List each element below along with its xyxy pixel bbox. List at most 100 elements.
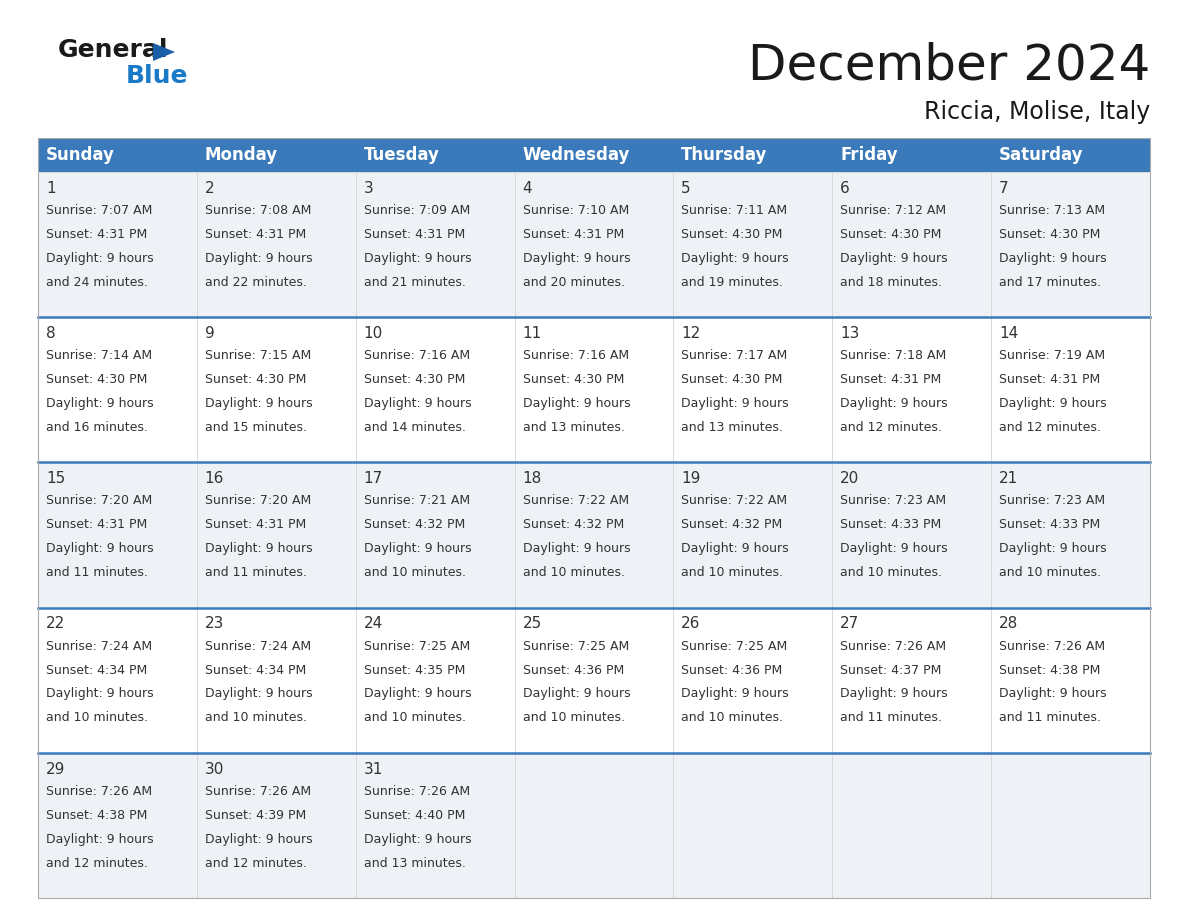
Text: Sunrise: 7:26 AM: Sunrise: 7:26 AM: [204, 785, 311, 798]
Bar: [197, 172, 355, 318]
Text: Sunset: 4:31 PM: Sunset: 4:31 PM: [204, 519, 307, 532]
Bar: [355, 463, 514, 608]
Text: Sunset: 4:35 PM: Sunset: 4:35 PM: [364, 664, 465, 677]
Text: 12: 12: [682, 326, 701, 341]
Text: Sunrise: 7:10 AM: Sunrise: 7:10 AM: [523, 204, 628, 217]
Text: Daylight: 9 hours: Daylight: 9 hours: [999, 543, 1107, 555]
Text: 21: 21: [999, 471, 1018, 487]
Text: Daylight: 9 hours: Daylight: 9 hours: [523, 252, 630, 265]
Bar: [674, 172, 833, 318]
Text: and 10 minutes.: and 10 minutes.: [999, 566, 1101, 579]
Bar: [674, 608, 833, 753]
Text: Daylight: 9 hours: Daylight: 9 hours: [364, 397, 472, 410]
Text: Wednesday: Wednesday: [523, 146, 630, 164]
Text: and 13 minutes.: and 13 minutes.: [523, 421, 625, 434]
Text: Daylight: 9 hours: Daylight: 9 hours: [523, 688, 630, 700]
Text: Daylight: 9 hours: Daylight: 9 hours: [46, 397, 153, 410]
Text: Sunset: 4:30 PM: Sunset: 4:30 PM: [364, 373, 465, 386]
Text: Sunset: 4:34 PM: Sunset: 4:34 PM: [204, 664, 307, 677]
Bar: [514, 138, 674, 172]
Text: and 11 minutes.: and 11 minutes.: [46, 566, 147, 579]
Bar: [674, 318, 833, 463]
Text: Sunset: 4:32 PM: Sunset: 4:32 PM: [682, 519, 783, 532]
Text: 24: 24: [364, 616, 383, 632]
Text: Daylight: 9 hours: Daylight: 9 hours: [840, 543, 948, 555]
Text: and 10 minutes.: and 10 minutes.: [364, 711, 466, 724]
Bar: [514, 318, 674, 463]
Text: Daylight: 9 hours: Daylight: 9 hours: [523, 543, 630, 555]
Text: and 10 minutes.: and 10 minutes.: [682, 711, 783, 724]
Bar: [38, 172, 197, 318]
Bar: [355, 608, 514, 753]
Bar: [514, 172, 674, 318]
Bar: [197, 318, 355, 463]
Text: and 11 minutes.: and 11 minutes.: [204, 566, 307, 579]
Bar: [991, 138, 1150, 172]
Text: Daylight: 9 hours: Daylight: 9 hours: [204, 833, 312, 845]
Text: Sunset: 4:37 PM: Sunset: 4:37 PM: [840, 664, 942, 677]
Text: 6: 6: [840, 181, 849, 196]
Text: 23: 23: [204, 616, 225, 632]
Text: Sunrise: 7:25 AM: Sunrise: 7:25 AM: [682, 640, 788, 653]
Bar: [833, 138, 991, 172]
Bar: [197, 138, 355, 172]
Text: Daylight: 9 hours: Daylight: 9 hours: [364, 252, 472, 265]
Text: 3: 3: [364, 181, 373, 196]
Text: Monday: Monday: [204, 146, 278, 164]
Text: 2: 2: [204, 181, 214, 196]
Text: Sunset: 4:30 PM: Sunset: 4:30 PM: [682, 373, 783, 386]
Text: Sunrise: 7:20 AM: Sunrise: 7:20 AM: [46, 495, 152, 508]
Text: Sunrise: 7:22 AM: Sunrise: 7:22 AM: [682, 495, 788, 508]
Text: and 21 minutes.: and 21 minutes.: [364, 275, 466, 289]
Text: 30: 30: [204, 762, 225, 777]
Text: 16: 16: [204, 471, 225, 487]
Text: Daylight: 9 hours: Daylight: 9 hours: [364, 543, 472, 555]
Text: Daylight: 9 hours: Daylight: 9 hours: [840, 397, 948, 410]
Bar: [197, 753, 355, 898]
Text: Daylight: 9 hours: Daylight: 9 hours: [999, 252, 1107, 265]
Text: 15: 15: [46, 471, 65, 487]
Bar: [197, 463, 355, 608]
Text: 9: 9: [204, 326, 215, 341]
Text: and 11 minutes.: and 11 minutes.: [999, 711, 1101, 724]
Text: Thursday: Thursday: [682, 146, 767, 164]
Text: Sunrise: 7:25 AM: Sunrise: 7:25 AM: [364, 640, 470, 653]
Bar: [38, 463, 197, 608]
Text: Daylight: 9 hours: Daylight: 9 hours: [682, 688, 789, 700]
Text: Sunrise: 7:16 AM: Sunrise: 7:16 AM: [364, 349, 469, 362]
Text: and 12 minutes.: and 12 minutes.: [999, 421, 1101, 434]
Text: Sunset: 4:33 PM: Sunset: 4:33 PM: [999, 519, 1100, 532]
Text: 1: 1: [46, 181, 56, 196]
Text: and 12 minutes.: and 12 minutes.: [840, 421, 942, 434]
Text: Sunset: 4:32 PM: Sunset: 4:32 PM: [364, 519, 465, 532]
Text: and 17 minutes.: and 17 minutes.: [999, 275, 1101, 289]
Bar: [355, 318, 514, 463]
Text: Sunset: 4:31 PM: Sunset: 4:31 PM: [840, 373, 941, 386]
Bar: [197, 608, 355, 753]
Text: General: General: [58, 38, 169, 62]
Text: and 13 minutes.: and 13 minutes.: [682, 421, 783, 434]
Text: and 16 minutes.: and 16 minutes.: [46, 421, 147, 434]
Text: Sunrise: 7:20 AM: Sunrise: 7:20 AM: [204, 495, 311, 508]
Text: 17: 17: [364, 471, 383, 487]
Text: and 12 minutes.: and 12 minutes.: [204, 856, 307, 869]
Text: Daylight: 9 hours: Daylight: 9 hours: [46, 252, 153, 265]
Bar: [674, 463, 833, 608]
Bar: [991, 318, 1150, 463]
Text: Sunrise: 7:24 AM: Sunrise: 7:24 AM: [46, 640, 152, 653]
Bar: [514, 463, 674, 608]
Text: Sunrise: 7:23 AM: Sunrise: 7:23 AM: [999, 495, 1105, 508]
Text: Sunrise: 7:26 AM: Sunrise: 7:26 AM: [46, 785, 152, 798]
Bar: [991, 172, 1150, 318]
Text: 28: 28: [999, 616, 1018, 632]
Text: 14: 14: [999, 326, 1018, 341]
Text: Tuesday: Tuesday: [364, 146, 440, 164]
Text: and 14 minutes.: and 14 minutes.: [364, 421, 466, 434]
Text: Sunrise: 7:24 AM: Sunrise: 7:24 AM: [204, 640, 311, 653]
Text: Sunrise: 7:16 AM: Sunrise: 7:16 AM: [523, 349, 628, 362]
Bar: [355, 172, 514, 318]
Text: Sunrise: 7:25 AM: Sunrise: 7:25 AM: [523, 640, 628, 653]
Text: and 24 minutes.: and 24 minutes.: [46, 275, 147, 289]
Text: and 10 minutes.: and 10 minutes.: [523, 711, 625, 724]
Text: Sunday: Sunday: [46, 146, 115, 164]
